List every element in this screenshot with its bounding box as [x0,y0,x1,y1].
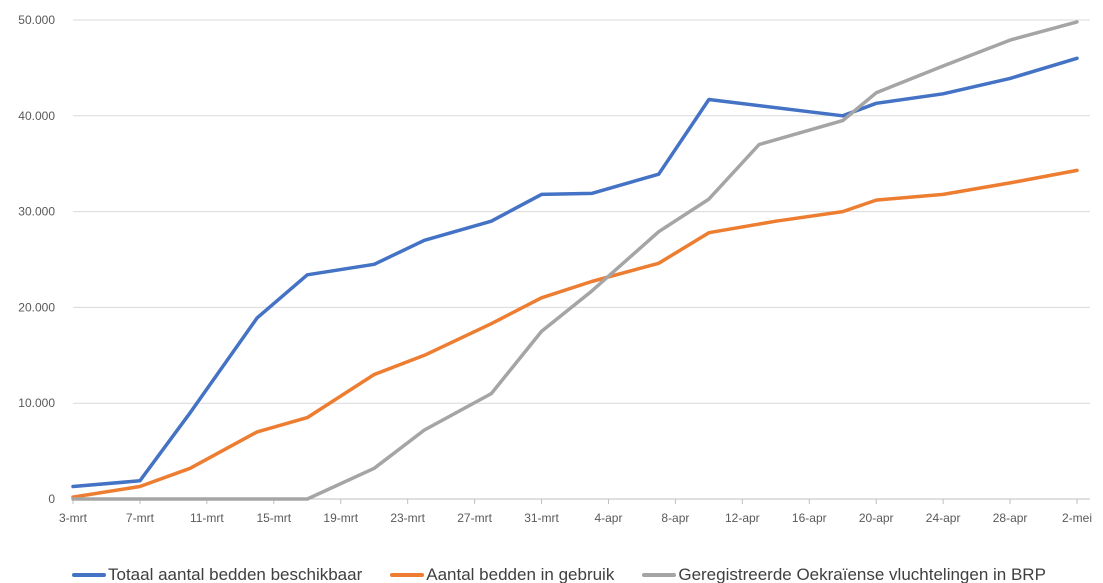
series-line-1 [71,56,1079,489]
legend-item: Geregistreerde Oekraïense vluchtelingen … [642,565,1046,583]
x-tick-label: 27-mrt [457,511,492,525]
legend-item: Aantal bedden in gebruik [390,565,614,583]
y-tick-label: 10.000 [18,396,55,410]
x-tick-label: 15-mrt [256,511,291,525]
x-tick-label: 16-apr [792,511,827,525]
x-tick-label: 28-apr [993,511,1028,525]
x-tick-label: 23-mrt [390,511,425,525]
x-tick-label: 24-apr [926,511,961,525]
chart-plot-area: 0 10.000 20.000 30.000 40.000 50.000 3-mrt 7-mr… [18,13,1092,525]
x-tick-label: 8-apr [661,511,689,525]
series-line-2 [71,168,1079,499]
x-tick-label: 12-apr [725,511,760,525]
x-tick-label: 2-mei [1062,511,1092,525]
y-tick-label: 0 [48,492,55,506]
legend-label: Aantal bedden in gebruik [426,565,615,583]
y-tick-label: 40.000 [18,109,55,123]
legend-item: Totaal aantal bedden beschikbaar [72,565,362,583]
x-tick-label: 20-apr [859,511,894,525]
legend-label: Totaal aantal bedden beschikbaar [108,565,363,583]
y-tick-label: 50.000 [18,13,55,27]
y-tick-label: 20.000 [18,300,55,314]
chart-legend: Totaal aantal bedden beschikbaar Aantal b… [72,565,1074,583]
legend-label: Geregistreerde Oekraïense vluchtelingen … [678,565,1046,583]
x-tick-label: 19-mrt [323,511,358,525]
x-tick-label: 11-mrt [190,511,224,525]
x-tick-label: 4-apr [594,511,622,525]
x-tick-label: 31-mrt [524,511,559,525]
y-tick-label: 30.000 [18,205,55,219]
legend-swatch [72,573,106,577]
legend-swatch [390,573,425,577]
series-line-3 [71,20,1079,501]
x-tick-label: 7-mrt [126,511,155,525]
x-tick-label: 3-mrt [59,511,88,525]
legend-swatch [642,573,677,577]
